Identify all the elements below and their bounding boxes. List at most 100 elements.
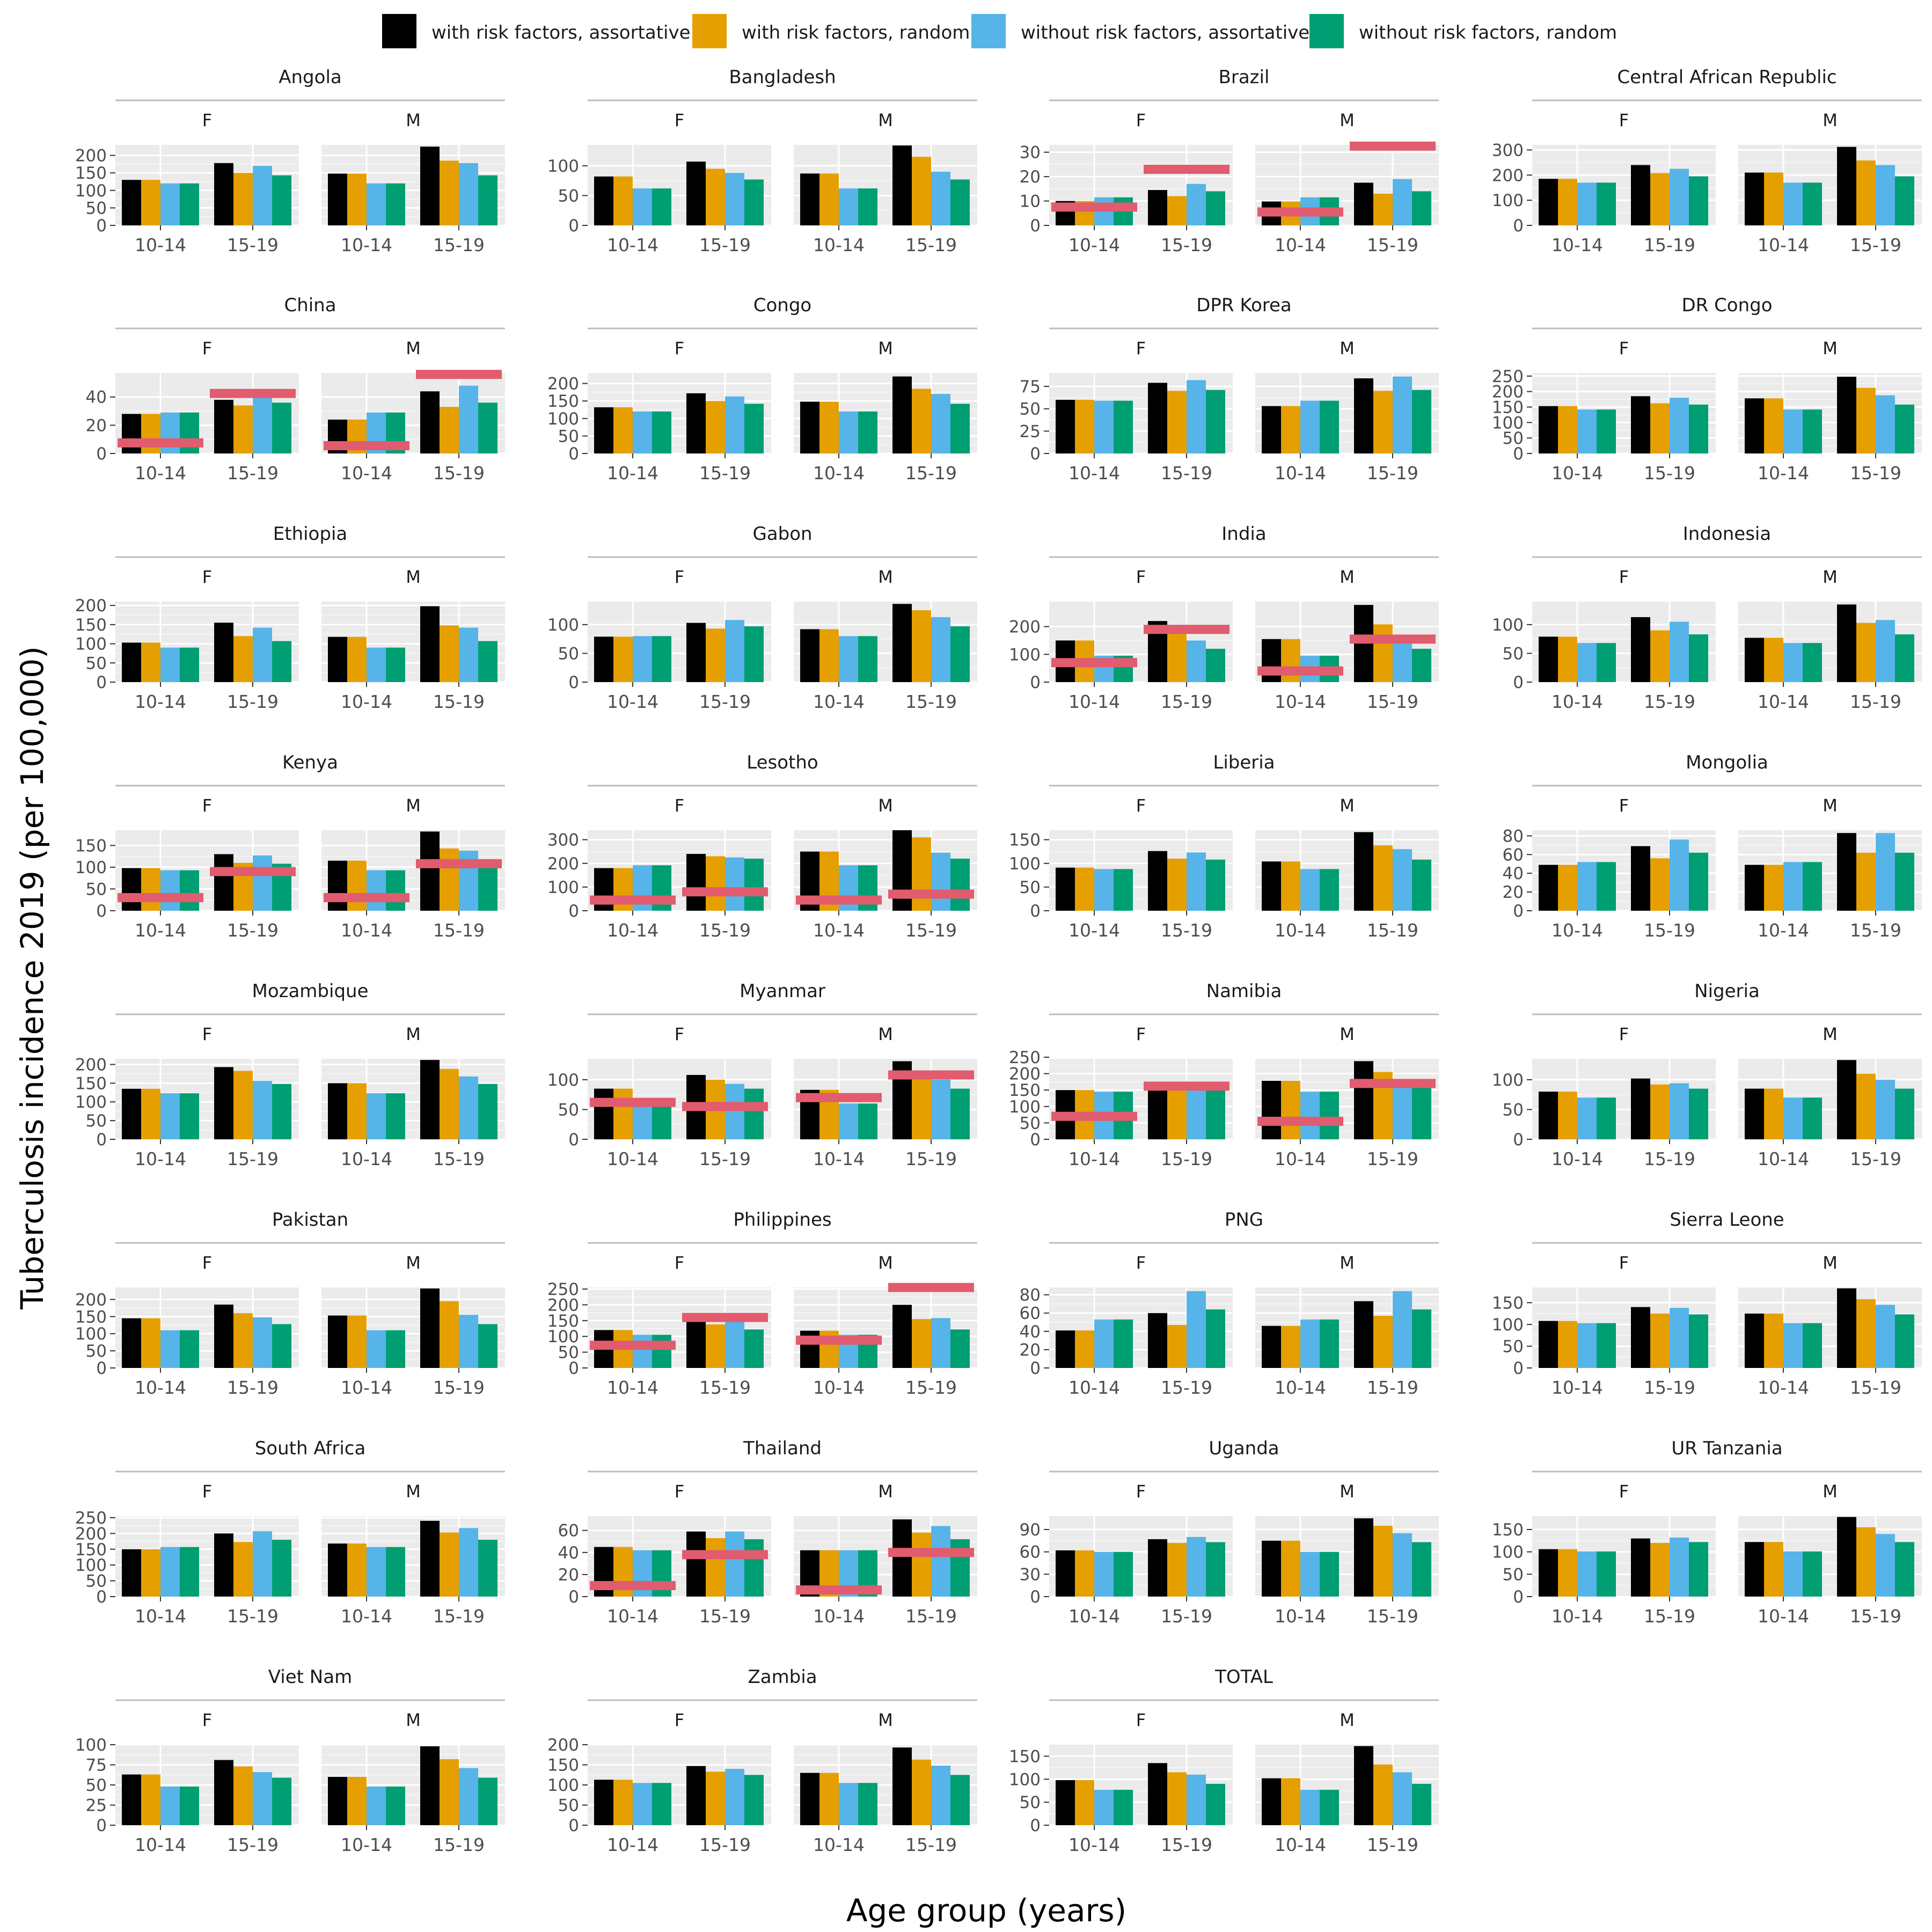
y-tick-label: 100 (547, 409, 579, 429)
x-tick-label: 15-19 (1850, 1148, 1901, 1169)
facet-m: M 10-14 15-19 (321, 110, 505, 255)
bar-with-risk-factors-assortative (892, 1305, 912, 1368)
y-tick-label: 100 (75, 635, 107, 654)
bar-with-risk-factors-random (1764, 1313, 1783, 1368)
bar-without-risk-factors-assortative (160, 183, 180, 225)
bar-with-risk-factors-random (1558, 1321, 1577, 1368)
bar-with-risk-factors-random (912, 1759, 931, 1825)
bar-with-risk-factors-assortative (122, 1774, 141, 1825)
panel-title: Mozambique (252, 980, 368, 1002)
country-panel: Myanmar 0 50 100 F 10-14 15-19 M 10-14 15-19 (547, 980, 977, 1169)
bar-with-risk-factors-assortative (686, 393, 706, 453)
facet-f: F 10-14 15-19 (1049, 1710, 1233, 1855)
x-tick-label: 15-19 (1644, 463, 1695, 484)
x-tick-label: 10-14 (1069, 691, 1120, 712)
y-tick-label: 150 (75, 836, 107, 855)
panel-title: Liberia (1213, 752, 1275, 773)
country-panel: China 0 20 40 F 10-14 15-19 M 10-14 15-19 (86, 295, 505, 484)
facet-label: F (1136, 338, 1146, 358)
bar-with-risk-factors-random (347, 1543, 367, 1597)
bar-without-risk-factors-assortative (253, 1081, 272, 1139)
bar-without-risk-factors-random (180, 1330, 199, 1368)
y-tick-label: 150 (1492, 1520, 1524, 1540)
bar-with-risk-factors-random (613, 407, 633, 453)
bar-with-risk-factors-random (1167, 1543, 1187, 1597)
facet-label: F (202, 567, 212, 587)
facet-label: F (202, 1481, 212, 1502)
facet-label: F (1619, 338, 1629, 358)
facet-f: F 10-14 15-19 (1532, 795, 1716, 941)
bar-with-risk-factors-assortative (328, 173, 347, 225)
bar-without-risk-factors-assortative (1783, 1097, 1803, 1139)
y-tick-label: 150 (547, 1312, 579, 1331)
bar-with-risk-factors-random (1075, 1780, 1094, 1825)
bar-with-risk-factors-random (347, 636, 367, 682)
country-panel: DPR Korea 0 25 50 75 F 10-14 15-19 M 10-14 15-19 (1020, 295, 1439, 484)
bar-without-risk-factors-random (1320, 1092, 1339, 1139)
x-tick-label: 15-19 (699, 463, 751, 484)
bar-with-risk-factors-assortative (594, 636, 613, 682)
x-tick-label: 10-14 (1275, 1148, 1326, 1169)
bar-without-risk-factors-random (1412, 191, 1431, 225)
x-tick-label: 10-14 (1552, 1148, 1603, 1169)
bar-without-risk-factors-random (1689, 1088, 1708, 1139)
bar-with-risk-factors-random (141, 1088, 160, 1139)
bar-with-risk-factors-random (1558, 865, 1577, 911)
x-tick-label: 15-19 (227, 463, 279, 484)
bar-without-risk-factors-assortative (1876, 1534, 1895, 1597)
bar-without-risk-factors-random (1597, 643, 1616, 682)
country-panel: Uganda 0 30 60 90 F 10-14 15-19 M 10-14 15-19 (1020, 1438, 1439, 1627)
bar-without-risk-factors-random (1206, 390, 1225, 453)
bar-with-risk-factors-assortative (1354, 182, 1373, 225)
bar-without-risk-factors-random (1803, 1323, 1822, 1368)
y-tick-label: 50 (558, 644, 579, 663)
x-tick-label: 15-19 (1850, 691, 1901, 712)
facet-label: M (1340, 1253, 1355, 1273)
bar-without-risk-factors-random (1895, 1542, 1914, 1597)
bar-with-risk-factors-random (141, 1774, 160, 1825)
bar-with-risk-factors-random (1075, 1330, 1094, 1368)
y-tick-label: 20 (1020, 1341, 1041, 1360)
y-tick-label: 75 (1020, 377, 1041, 397)
bar-with-risk-factors-random (1281, 1778, 1300, 1825)
bar-without-risk-factors-random (386, 1547, 405, 1597)
bar-with-risk-factors-assortative (1262, 1081, 1281, 1139)
facet-label: F (202, 795, 212, 816)
bar-without-risk-factors-assortative (633, 188, 652, 225)
bar-with-risk-factors-assortative (1354, 1746, 1373, 1825)
bar-with-risk-factors-random (706, 856, 725, 911)
y-tick-label: 0 (96, 1587, 107, 1607)
bar-with-risk-factors-assortative (1539, 865, 1558, 911)
x-tick-label: 15-19 (227, 1377, 279, 1398)
bar-with-risk-factors-assortative (1631, 1307, 1650, 1368)
x-tick-label: 10-14 (813, 1834, 865, 1855)
y-tick-label: 0 (1030, 1130, 1041, 1150)
y-tick-label: 150 (75, 1540, 107, 1560)
bar-without-risk-factors-assortative (1300, 1319, 1320, 1368)
bar-without-risk-factors-random (1114, 1790, 1133, 1825)
bar-with-risk-factors-assortative (1354, 1518, 1373, 1597)
facet-f: F 10-14 15-19 (1532, 567, 1716, 712)
y-tick-label: 50 (1020, 878, 1041, 897)
facet-label: F (1136, 795, 1146, 816)
bar-with-risk-factors-random (1373, 1315, 1393, 1368)
bar-with-risk-factors-assortative (122, 414, 141, 453)
bar-without-risk-factors-random (478, 175, 497, 225)
bar-with-risk-factors-random (1075, 867, 1094, 911)
x-tick-label: 10-14 (341, 691, 392, 712)
bar-without-risk-factors-assortative (931, 172, 950, 225)
legend-swatch (1309, 14, 1344, 48)
y-tick-label: 200 (75, 1524, 107, 1543)
y-tick-label: 100 (1492, 1071, 1524, 1090)
bar-without-risk-factors-assortative (1577, 182, 1597, 225)
y-tick-label: 20 (1503, 883, 1524, 902)
bar-without-risk-factors-assortative (1670, 621, 1689, 682)
x-tick-label: 15-19 (1644, 1148, 1695, 1169)
bar-without-risk-factors-assortative (725, 1531, 744, 1597)
x-tick-label: 10-14 (341, 920, 392, 941)
bar-with-risk-factors-random (1373, 845, 1393, 911)
bar-without-risk-factors-random (1412, 1087, 1431, 1139)
bar-without-risk-factors-assortative (1670, 1083, 1689, 1139)
y-tick-label: 150 (1492, 398, 1524, 417)
